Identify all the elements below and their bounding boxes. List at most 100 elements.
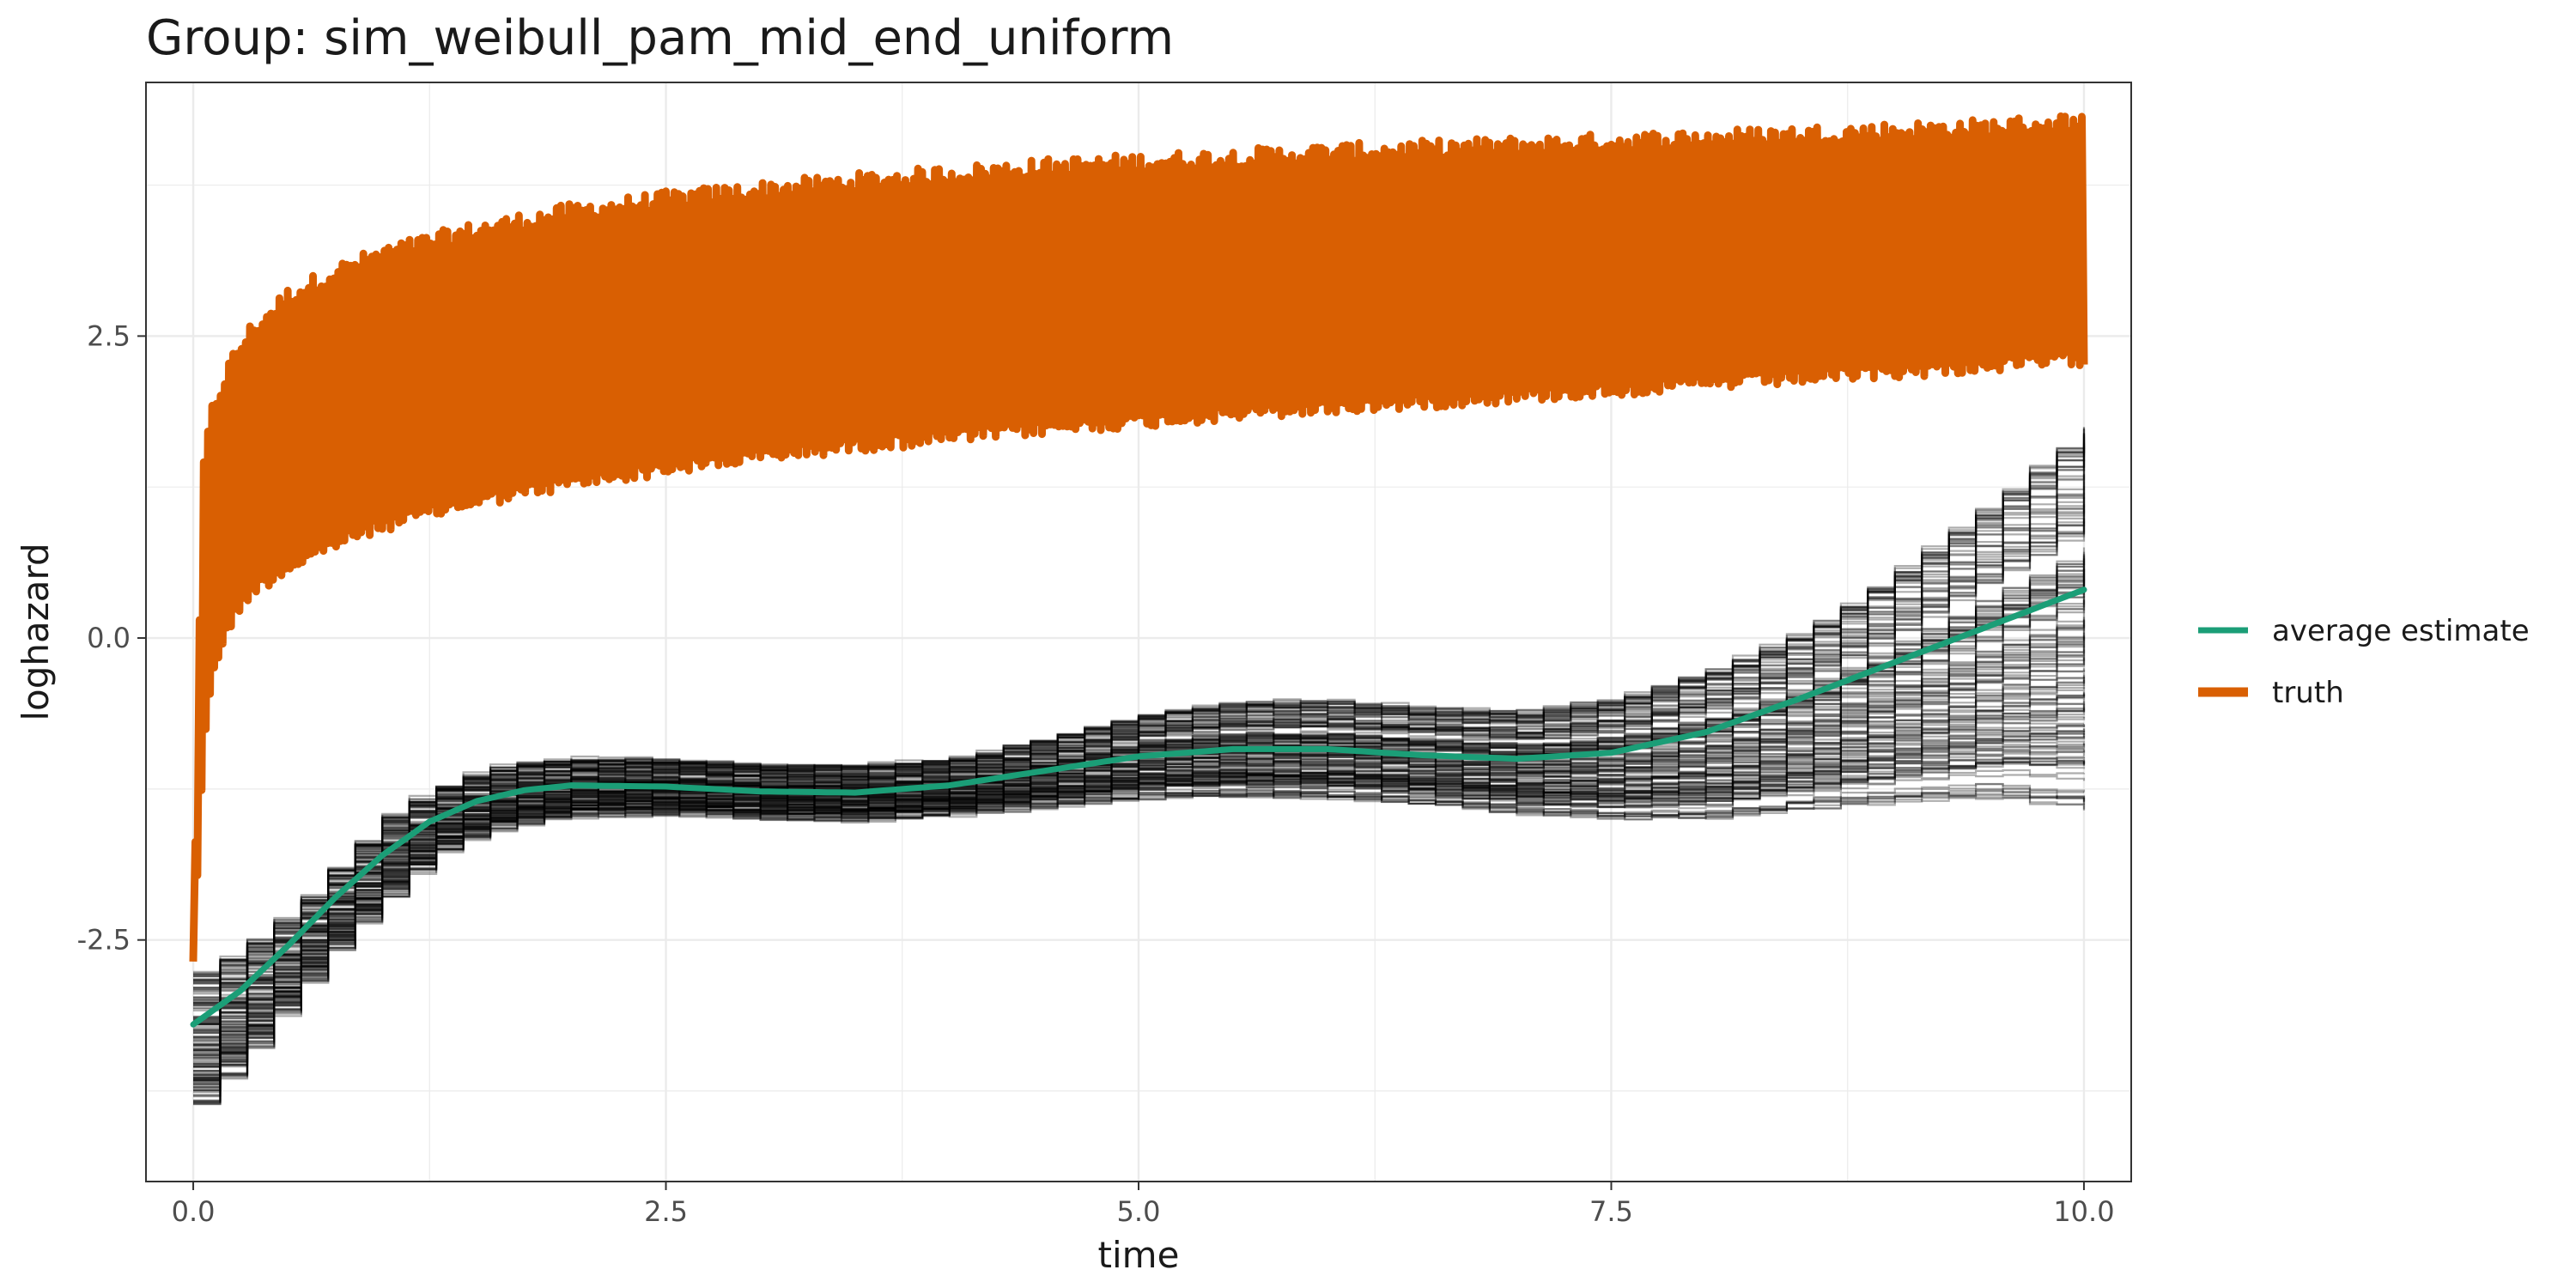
replicate-estimate-line bbox=[193, 508, 2086, 1006]
replicate-estimate-line bbox=[193, 556, 2086, 1019]
replicate-estimate-line bbox=[193, 526, 2086, 1010]
replicate-estimate-line bbox=[193, 708, 2086, 1073]
replicate-estimate-line bbox=[193, 653, 2086, 1053]
replicate-estimate-line bbox=[193, 428, 2086, 975]
replicate-estimate-line bbox=[193, 509, 2086, 1005]
replicate-estimate-line bbox=[193, 492, 2086, 1000]
replicate-estimate-line bbox=[193, 474, 2086, 992]
replicate-estimate-line bbox=[193, 743, 2086, 1082]
replicate-estimate-line bbox=[193, 469, 2086, 993]
replicate-estimate-line bbox=[193, 629, 2086, 1046]
replicate-estimate-line bbox=[193, 637, 2086, 1046]
replicate-estimate-line bbox=[193, 742, 2086, 1085]
replicate-estimate-line bbox=[193, 486, 2086, 995]
replicate-estimate-line bbox=[193, 481, 2086, 999]
replicate-estimate-line bbox=[193, 790, 2086, 1103]
replicate-estimate-line bbox=[193, 428, 2086, 976]
replicate-estimate-line bbox=[193, 675, 2086, 1060]
replicate-estimate-line bbox=[193, 459, 2086, 989]
replicate-estimate-line bbox=[193, 443, 2086, 981]
replicate-estimate-line bbox=[193, 789, 2086, 1102]
replicate-estimate-line bbox=[193, 743, 2086, 1081]
replicate-estimate-line bbox=[193, 434, 2086, 978]
replicate-estimate-line bbox=[193, 642, 2086, 1046]
replicate-estimate-line bbox=[193, 669, 2086, 1057]
replicate-estimate-line bbox=[193, 617, 2086, 1039]
replicate-estimate-line bbox=[193, 733, 2086, 1079]
replicate-estimate-line bbox=[193, 428, 2086, 973]
replicate-estimate-line bbox=[193, 769, 2086, 1097]
replicate-estimate-line bbox=[193, 459, 2086, 991]
replicate-estimate-line bbox=[193, 756, 2086, 1090]
replicate-estimate-line bbox=[193, 495, 2086, 999]
replicate-estimate-line bbox=[193, 705, 2086, 1072]
replicate-estimate-line bbox=[193, 433, 2086, 981]
replicate-estimate-line bbox=[193, 749, 2086, 1087]
replicate-estimate-line bbox=[193, 694, 2086, 1068]
replicate-estimate-line bbox=[193, 637, 2086, 1052]
replicate-estimate-line bbox=[193, 728, 2086, 1077]
replicate-estimate-line bbox=[193, 717, 2086, 1079]
replicate-estimate-line bbox=[193, 783, 2084, 1103]
replicate-estimate-line bbox=[193, 782, 2086, 1105]
replicate-estimate-line bbox=[193, 521, 2086, 1010]
chart-title: Group: sim_weibull_pam_mid_end_uniform bbox=[146, 10, 1175, 66]
replicate-estimate-line bbox=[193, 437, 2086, 981]
replicate-estimate-line bbox=[193, 704, 2086, 1072]
replicate-estimate-line bbox=[193, 677, 2086, 1056]
replicate-estimate-line bbox=[193, 702, 2086, 1067]
replicate-estimate-line bbox=[193, 791, 2086, 1106]
replicate-estimate-line bbox=[193, 692, 2086, 1068]
replicate-estimate-line bbox=[193, 731, 2086, 1078]
replicate-estimate-line bbox=[193, 724, 2086, 1077]
replicate-estimate-line bbox=[193, 502, 2086, 1004]
x-tick-label: 2.5 bbox=[644, 1195, 688, 1228]
replicate-estimate-line bbox=[193, 732, 2086, 1081]
replicate-estimate-line bbox=[193, 440, 2086, 977]
x-tick-label: 0.0 bbox=[172, 1195, 216, 1228]
replicate-estimate-line bbox=[193, 477, 2086, 989]
x-tick-label: 7.5 bbox=[1589, 1195, 1633, 1228]
replicate-estimate-line bbox=[193, 519, 2086, 1006]
replicate-estimate-line bbox=[193, 525, 2086, 1012]
replicate-estimate-line bbox=[193, 667, 2086, 1059]
replicate-estimate-line bbox=[193, 756, 2086, 1092]
replicate-estimate-line bbox=[193, 645, 2086, 1051]
replicate-estimate-line bbox=[193, 762, 2086, 1097]
average-estimate-series bbox=[190, 586, 2087, 1028]
x-axis-title: time bbox=[1098, 1234, 1180, 1276]
replicate-estimate-line bbox=[193, 519, 2086, 1005]
legend-label-truth: truth bbox=[2272, 676, 2344, 710]
replicate-estimate-line bbox=[193, 757, 2086, 1091]
replicate-estimate-line bbox=[193, 749, 2086, 1085]
truth-line bbox=[189, 112, 2088, 962]
replicate-estimate-line bbox=[193, 658, 2086, 1056]
replicate-estimate-line bbox=[193, 632, 2086, 1048]
replicate-estimate-line bbox=[193, 636, 2086, 1047]
replicate-estimate-line bbox=[193, 598, 2086, 1034]
replicate-estimate-line bbox=[193, 759, 2086, 1094]
replicate-estimate-line bbox=[193, 730, 2086, 1080]
replicate-estimate-line bbox=[193, 427, 2086, 975]
replicate-estimate-line bbox=[193, 445, 2086, 983]
replicate-estimate-line bbox=[193, 672, 2086, 1059]
replicate-estimate-line bbox=[193, 447, 2086, 985]
average-estimate-line bbox=[190, 586, 2087, 1028]
replicate-estimate-line bbox=[193, 708, 2086, 1076]
replicate-estimate-line bbox=[193, 774, 2086, 1097]
replicate-estimate-line bbox=[193, 732, 2086, 1083]
replicate-estimate-line bbox=[193, 497, 2086, 1007]
replicate-estimate-line bbox=[193, 761, 2086, 1091]
replicate-estimate-line bbox=[193, 553, 2086, 1018]
replicate-estimate-line bbox=[193, 677, 2086, 1066]
replicate-estimate-line bbox=[193, 792, 2086, 1105]
replicate-estimate-line bbox=[193, 645, 2086, 1054]
y-axis-title: loghazard bbox=[15, 543, 57, 720]
replicate-estimate-line bbox=[193, 687, 2086, 1066]
x-tick-label: 10.0 bbox=[2053, 1195, 2114, 1228]
replicate-estimate-line bbox=[193, 434, 2086, 983]
replicate-estimate-line bbox=[193, 504, 2086, 1004]
y-tick-label: 2.5 bbox=[87, 319, 131, 352]
replicate-estimate-line bbox=[193, 724, 2086, 1079]
